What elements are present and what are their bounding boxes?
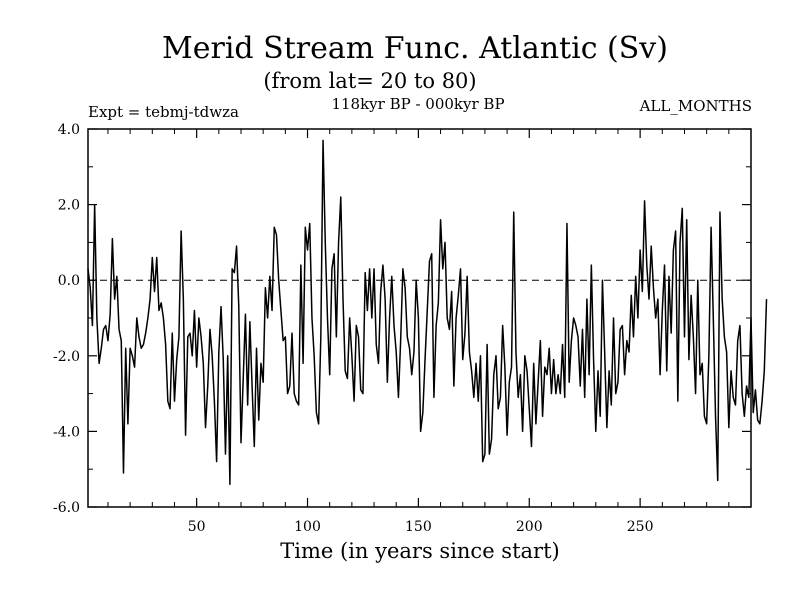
x-tick-label: 100 (294, 519, 321, 535)
x-tick-label: 200 (516, 519, 543, 535)
x-tick-label: 150 (405, 519, 432, 535)
y-tick-label: -2.0 (53, 349, 80, 365)
series-line-0 (87, 139, 768, 486)
axis-ticks: -6.0 -4.0 -2.0 0.0 2.0 4.0 50 100 150 200 250 (53, 122, 751, 535)
series-layer (87, 139, 768, 486)
chart-title: Merid Stream Func. Atlantic (Sv) (162, 31, 668, 66)
x-tick-label: 250 (627, 519, 654, 535)
months-label: ALL_MONTHS (639, 97, 752, 115)
expt-label: Expt = tebmj-tdwza (88, 103, 239, 121)
period-label: 118kyr BP - 000kyr BP (331, 95, 504, 113)
y-tick-label: 0.0 (58, 273, 80, 289)
plot-frame (87, 128, 752, 508)
y-tick-label: 2.0 (58, 198, 80, 214)
x-tick-label: 50 (188, 519, 206, 535)
y-tick-label: -6.0 (53, 500, 80, 516)
x-axis-label: Time (in years since start) (280, 539, 559, 563)
y-tick-label: 4.0 (58, 122, 80, 138)
y-tick-label: -4.0 (53, 424, 80, 440)
chart-subtitle: (from lat= 20 to 80) (263, 69, 476, 93)
